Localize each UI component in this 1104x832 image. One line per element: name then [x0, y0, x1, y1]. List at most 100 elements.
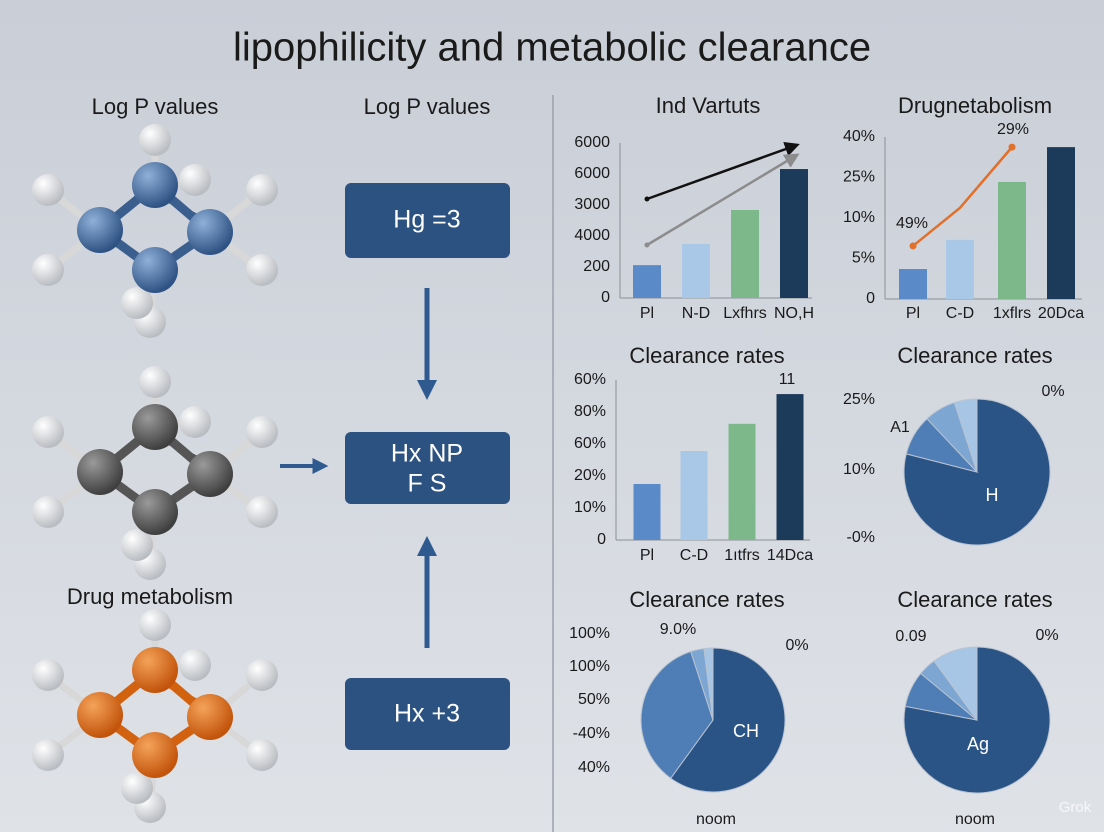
pie-slice: [640, 650, 714, 779]
y-tick-label: 25%: [843, 169, 875, 186]
panel-title: Clearance rates: [897, 343, 1052, 368]
x-tick-label: Pl: [640, 547, 654, 564]
atom: [132, 404, 178, 450]
section-label: Log P values: [92, 94, 219, 119]
panel-title: Drugnetabolism: [898, 93, 1052, 118]
annotation: 0%: [1035, 627, 1058, 644]
hydrogen-atom: [246, 739, 278, 771]
trend-arrow: [646, 153, 800, 247]
y-tick-label: 0: [601, 289, 610, 306]
side-label: 25%: [843, 391, 875, 408]
bar: [680, 451, 708, 540]
hydrogen-atom: [246, 174, 278, 206]
hydrogen-atom: [246, 416, 278, 448]
y-tick-label: 40%: [843, 128, 875, 145]
atom: [77, 692, 123, 738]
atom: [132, 647, 178, 693]
panel-title: Clearance rates: [897, 587, 1052, 612]
y-tick-label: 4000: [574, 227, 610, 244]
section-label: Log P values: [364, 94, 491, 119]
y-tick-label: 60%: [574, 371, 606, 388]
side-label: 100%: [569, 625, 610, 642]
annotation: CH: [733, 721, 759, 741]
x-tick-label: C-D: [946, 305, 974, 322]
line-marker: [1008, 143, 1016, 151]
side-label: 100%: [569, 658, 610, 675]
hydrogen-atom: [139, 124, 171, 156]
y-tick-label: 60%: [574, 435, 606, 452]
pie-slice: [903, 646, 1051, 794]
annotation: 9.0%: [660, 621, 696, 638]
hydrogen-atom: [179, 164, 211, 196]
annotation: 0.09: [895, 628, 926, 645]
hydrogen-atom: [246, 254, 278, 286]
panel-title: Clearance rates: [629, 587, 784, 612]
y-tick-label: 10%: [574, 499, 606, 516]
pie-slice: [669, 647, 786, 793]
y-tick-label: 200: [583, 258, 610, 275]
hydrogen-atom: [121, 772, 153, 804]
side-label: -40%: [573, 725, 610, 742]
hydrogen-atom: [121, 529, 153, 561]
pie-slice: [703, 647, 714, 721]
pie-slice: [933, 646, 978, 722]
trend-line: [912, 146, 1013, 247]
y-tick-label: 0: [866, 290, 875, 307]
y-tick-label: 6000: [574, 165, 610, 182]
bar: [682, 244, 710, 298]
hydrogen-atom: [246, 496, 278, 528]
page-title: lipophilicity and metabolic clearance: [233, 26, 871, 70]
side-label: 50%: [578, 691, 610, 708]
annotation: 0%: [785, 637, 808, 654]
x-tick-label: C-D: [680, 547, 708, 564]
hydrogen-atom: [32, 739, 64, 771]
panel-title: Ind Vartuts: [656, 93, 761, 118]
section-label: Drug metabolism: [67, 584, 233, 609]
atom: [77, 449, 123, 495]
x-tick-label: NO,H: [774, 305, 814, 322]
annotation: 11: [779, 371, 796, 388]
y-tick-label: 6000: [574, 134, 610, 151]
x-tick-label: Pl: [640, 305, 654, 322]
hydrogen-atom: [179, 406, 211, 438]
bar: [899, 269, 927, 299]
formula-text: Hx +3: [394, 700, 460, 728]
watermark: Grok: [1059, 799, 1092, 816]
bar: [633, 484, 661, 540]
x-tick-label: N-D: [682, 305, 710, 322]
annotation: 0%: [1041, 383, 1064, 400]
atom: [77, 207, 123, 253]
x-tick-label: 14Dca: [767, 547, 813, 564]
hydrogen-atom: [139, 609, 171, 641]
y-tick-label: 5%: [852, 250, 875, 267]
trend-dot: [644, 196, 650, 202]
x-tick-label: Lxfhrs: [723, 305, 767, 322]
atom: [187, 451, 233, 497]
formula-box: [345, 678, 510, 750]
y-tick-label: 0: [597, 531, 606, 548]
bar: [946, 239, 974, 299]
bar: [998, 181, 1026, 299]
annotation: 49%: [896, 215, 928, 232]
x-tick-label: 20Dca: [1038, 305, 1084, 322]
side-label: 40%: [578, 759, 610, 776]
atom: [187, 694, 233, 740]
atom: [187, 209, 233, 255]
panel-title: Clearance rates: [629, 343, 784, 368]
annotation: A1: [890, 419, 910, 436]
y-tick-label: 10%: [843, 209, 875, 226]
bar: [776, 394, 804, 540]
bar: [780, 169, 808, 298]
annotation: 29%: [997, 121, 1029, 138]
hydrogen-atom: [139, 366, 171, 398]
annotation: noom: [955, 811, 995, 828]
annotation: H: [986, 485, 999, 505]
line-marker: [909, 242, 917, 250]
formula-box: [345, 183, 510, 258]
bar: [731, 209, 759, 298]
y-tick-label: 20%: [574, 467, 606, 484]
atom: [132, 489, 178, 535]
hydrogen-atom: [32, 659, 64, 691]
bar: [1047, 147, 1075, 299]
